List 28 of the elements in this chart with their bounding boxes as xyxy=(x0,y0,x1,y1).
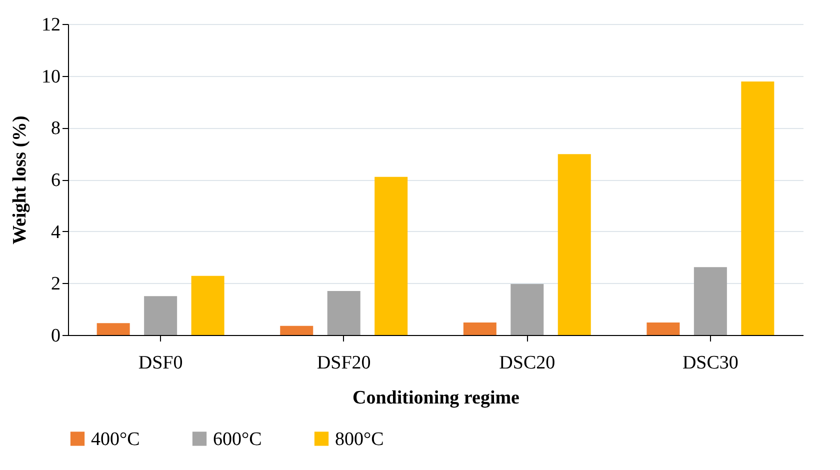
x-tick-label: DSF0 xyxy=(138,352,183,374)
bar xyxy=(280,326,314,335)
bar xyxy=(144,296,178,335)
bar xyxy=(191,276,224,335)
bar xyxy=(646,322,680,335)
bar xyxy=(327,290,360,335)
bar xyxy=(510,284,544,335)
y-axis-title: Weight loss (%) xyxy=(10,116,30,244)
x-tick-label: DSC30 xyxy=(682,352,738,374)
y-tick-label: 8 xyxy=(51,118,60,140)
legend-label: 600°C xyxy=(213,428,262,450)
y-tick-label: 6 xyxy=(51,170,60,191)
y-tick-label: 10 xyxy=(42,66,60,88)
bar xyxy=(463,322,496,335)
legend-label: 800°C xyxy=(335,428,384,450)
x-axis-title: Conditioning regime xyxy=(352,388,520,408)
x-tick-label: DSF20 xyxy=(316,352,371,374)
legend-label: 400°C xyxy=(91,428,140,450)
x-tick-label: DSC20 xyxy=(499,352,556,374)
y-tick-label: 4 xyxy=(51,222,61,243)
y-tick-label: 0 xyxy=(51,326,60,346)
bar xyxy=(96,323,130,335)
bar xyxy=(558,154,591,335)
bar xyxy=(741,82,774,335)
bar xyxy=(694,267,727,335)
y-tick-label: 2 xyxy=(51,274,60,295)
y-tick-label: 12 xyxy=(42,14,60,36)
bar xyxy=(374,176,408,335)
